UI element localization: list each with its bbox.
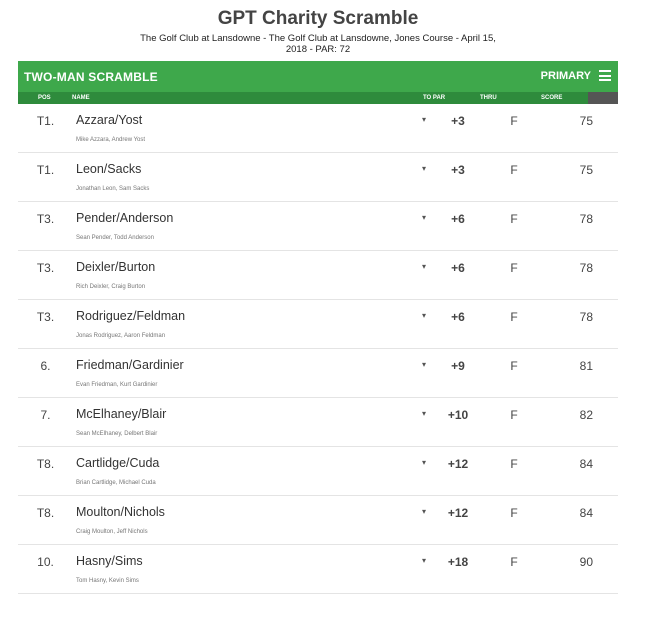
row-to-par: +12 — [447, 506, 469, 520]
row-position: T8. — [36, 506, 55, 520]
row-to-par: +6 — [451, 261, 465, 275]
row-team-name: Leon/Sacks — [76, 162, 142, 176]
row-player-names: Craig Moulton, Jeff Nichols — [76, 529, 148, 535]
row-position: 7. — [40, 408, 51, 422]
column-name: NAME — [72, 95, 90, 101]
row-thru: F — [510, 114, 518, 128]
table-row[interactable]: 10. Hasny/Sims Tom Hasny, Kevin Sims ▾ +18 F 9… — [18, 545, 618, 594]
table-row[interactable]: T1. Leon/Sacks Jonathan Leon, Sam Sacks ▾ +3… — [18, 153, 618, 202]
table-row[interactable]: T3. Pender/Anderson Sean Pender, Todd Ande… — [18, 202, 618, 251]
row-position: 6. — [40, 359, 51, 373]
row-to-par: +10 — [447, 408, 469, 422]
page-title: GPT Charity Scramble — [217, 8, 419, 29]
row-player-names: Sean McElhaney, Delbert Blair — [76, 431, 158, 437]
row-position: T1. — [36, 114, 55, 128]
row-team-name: Azzara/Yost — [76, 113, 143, 127]
round-label[interactable]: PRIMARY — [540, 70, 591, 82]
leaderboard: TWO-MAN SCRAMBLE PRIMARY POS NAME TO PAR… — [18, 61, 618, 594]
row-thru: F — [510, 408, 518, 422]
row-thru: F — [510, 163, 518, 177]
row-player-names: Mike Azzara, Andrew Yost — [76, 137, 146, 143]
row-thru: F — [510, 212, 518, 226]
page-subtitle: The Golf Club at Lansdowne - The Golf Cl… — [140, 33, 496, 55]
table-row[interactable]: T1. Azzara/Yost Mike Azzara, Andrew Yost ▾ +… — [18, 104, 618, 153]
row-position: 10. — [37, 555, 54, 569]
row-to-par: +6 — [451, 212, 465, 226]
row-player-names: Evan Friedman, Kurt Gardinier — [76, 382, 158, 388]
row-position: T8. — [36, 457, 55, 471]
row-score: 84 — [579, 506, 593, 520]
row-thru: F — [510, 310, 518, 324]
row-team-name: Rodriguez/Feldman — [76, 309, 186, 323]
expand-caret-icon[interactable]: ▾ — [422, 213, 427, 222]
row-thru: F — [510, 359, 518, 373]
row-score: 81 — [579, 359, 593, 373]
table-row[interactable]: 7. McElhaney/Blair Sean McElhaney, Delbert… — [18, 398, 618, 447]
expand-caret-icon[interactable]: ▾ — [422, 556, 427, 565]
row-score: 78 — [579, 310, 593, 324]
row-to-par: +3 — [451, 114, 465, 128]
row-score: 82 — [579, 408, 593, 422]
row-to-par: +12 — [447, 457, 469, 471]
row-position: T3. — [36, 212, 55, 226]
row-to-par: +18 — [447, 555, 469, 569]
table-row[interactable]: T8. Cartlidge/Cuda Brian Cartlidge, Michae… — [18, 447, 618, 496]
table-row[interactable]: 6. Friedman/Gardinier Evan Friedman, Kurt … — [18, 349, 618, 398]
row-thru: F — [510, 555, 518, 569]
row-score: 75 — [579, 114, 593, 128]
row-to-par: +3 — [451, 163, 465, 177]
expand-caret-icon[interactable]: ▾ — [422, 311, 427, 320]
row-score: 84 — [579, 457, 593, 471]
row-team-name: Moulton/Nichols — [76, 505, 165, 519]
expand-caret-icon[interactable]: ▾ — [422, 360, 427, 369]
row-team-name: Friedman/Gardinier — [76, 358, 184, 372]
row-player-names: Brian Cartlidge, Michael Cuda — [76, 480, 156, 486]
row-team-name: Deixler/Burton — [76, 260, 156, 274]
expand-caret-icon[interactable]: ▾ — [422, 262, 427, 271]
expand-caret-icon[interactable]: ▾ — [422, 458, 427, 467]
row-player-names: Tom Hasny, Kevin Sims — [76, 578, 139, 584]
table-row[interactable]: T8. Moulton/Nichols Craig Moulton, Jeff Ni… — [18, 496, 618, 545]
column-headers: POS NAME TO PAR THRU SCORE — [18, 92, 618, 104]
expand-caret-icon[interactable]: ▾ — [422, 115, 427, 124]
leaderboard-header: TWO-MAN SCRAMBLE PRIMARY — [18, 61, 618, 92]
column-thru: THRU — [480, 95, 497, 101]
row-position: T3. — [36, 261, 55, 275]
table-row[interactable]: T3. Rodriguez/Feldman Jonas Rodriguez, Aar… — [18, 300, 618, 349]
row-player-names: Rich Deixler, Craig Burton — [76, 284, 146, 290]
row-score: 90 — [579, 555, 593, 569]
expand-caret-icon[interactable]: ▾ — [422, 409, 427, 418]
column-score: SCORE — [541, 95, 563, 101]
row-team-name: Cartlidge/Cuda — [76, 456, 160, 470]
hamburger-menu-icon[interactable] — [599, 70, 611, 81]
column-pos: POS — [38, 95, 51, 101]
row-score: 78 — [579, 212, 593, 226]
row-position: T1. — [36, 163, 55, 177]
row-score: 78 — [579, 261, 593, 275]
row-to-par: +6 — [451, 310, 465, 324]
row-thru: F — [510, 261, 518, 275]
row-team-name: Pender/Anderson — [76, 211, 174, 225]
row-player-names: Jonathan Leon, Sam Sacks — [76, 186, 150, 192]
row-player-names: Jonas Rodriguez, Aaron Feldman — [76, 333, 166, 339]
row-position: T3. — [36, 310, 55, 324]
row-to-par: +9 — [451, 359, 465, 373]
expand-caret-icon[interactable]: ▾ — [422, 164, 427, 173]
expand-caret-icon[interactable]: ▾ — [422, 507, 427, 516]
row-team-name: McElhaney/Blair — [76, 407, 167, 421]
row-team-name: Hasny/Sims — [76, 554, 143, 568]
row-thru: F — [510, 506, 518, 520]
event-label: TWO-MAN SCRAMBLE — [24, 70, 158, 84]
row-player-names: Sean Pender, Todd Anderson — [76, 235, 154, 241]
row-thru: F — [510, 457, 518, 471]
column-header-spacer — [588, 92, 618, 104]
leaderboard-rows: T1. Azzara/Yost Mike Azzara, Andrew Yost ▾ +… — [18, 104, 618, 594]
table-row[interactable]: T3. Deixler/Burton Rich Deixler, Craig Bur… — [18, 251, 618, 300]
row-score: 75 — [579, 163, 593, 177]
column-topar: TO PAR — [423, 95, 446, 101]
